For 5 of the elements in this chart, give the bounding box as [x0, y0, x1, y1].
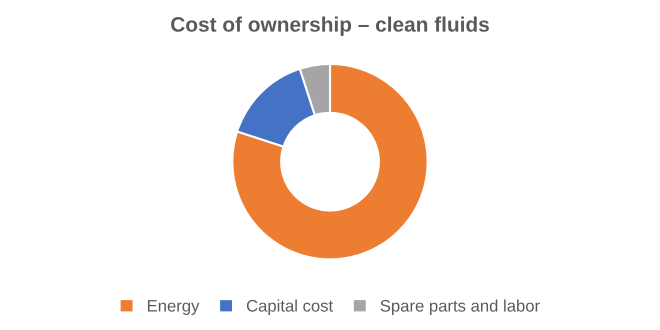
legend-label: Energy [148, 300, 200, 315]
donut-slice [231, 62, 429, 260]
chart-title: Cost of ownership – clean fluids [171, 16, 489, 36]
legend-label: Spare parts and labor [380, 299, 540, 315]
legend-label: Capital cost [246, 299, 334, 315]
